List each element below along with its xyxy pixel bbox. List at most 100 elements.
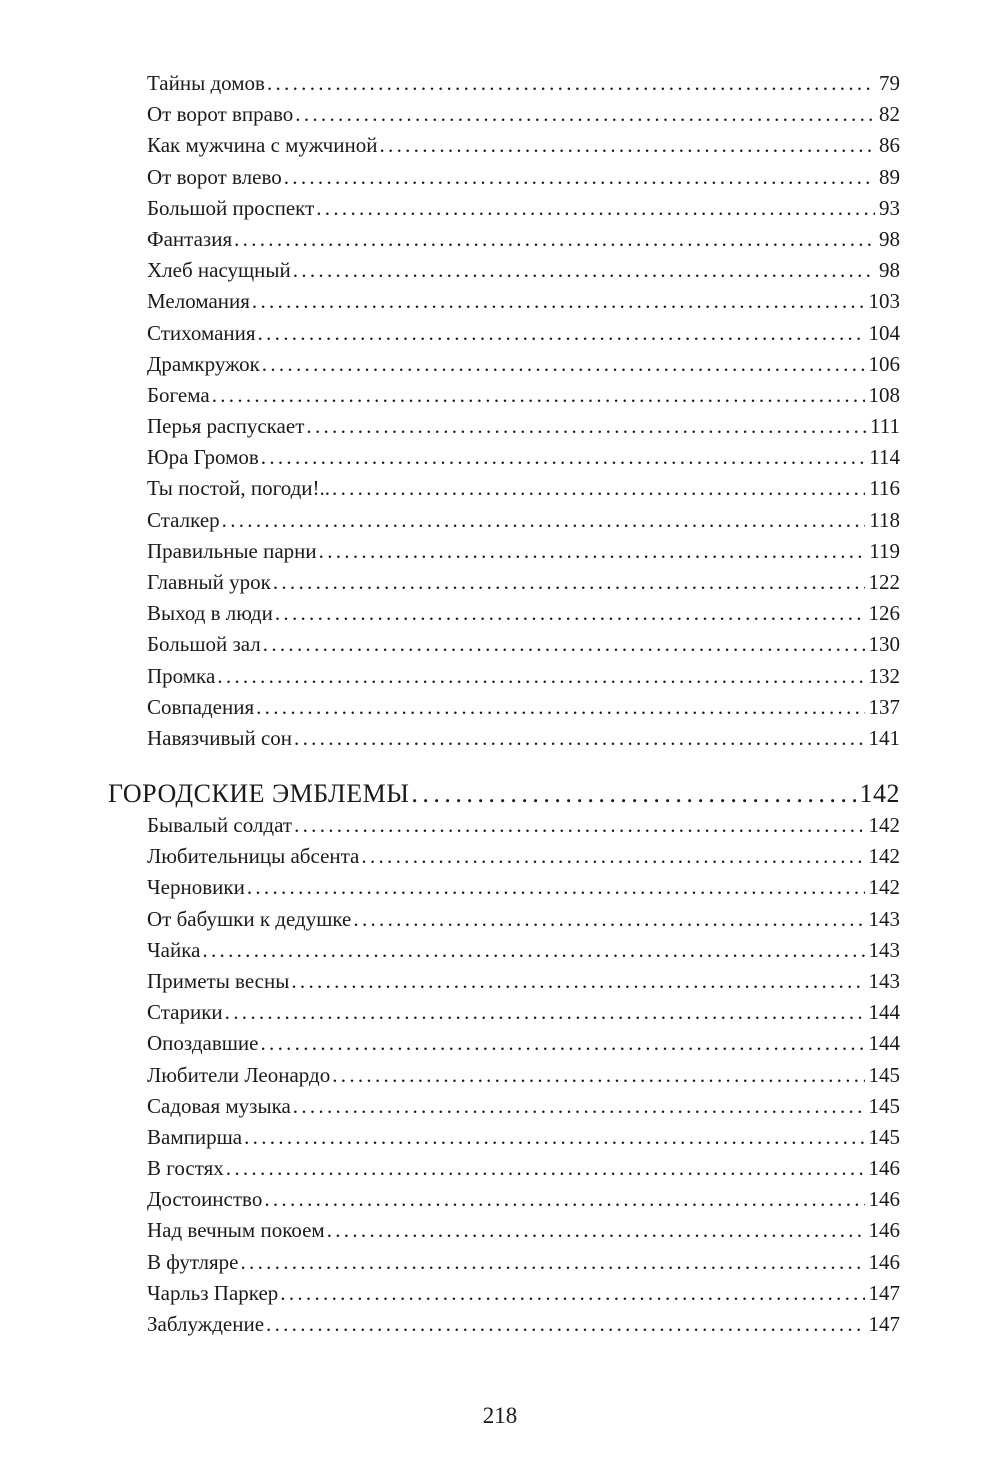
dot-leader (225, 997, 865, 1028)
toc-entry-title: Большой зал (147, 632, 261, 657)
toc-entry-page: 143 (868, 906, 901, 931)
toc-entry-title: Тайны домов (147, 71, 265, 95)
toc-entry-page: 146 (868, 1249, 901, 1274)
dot-leader (293, 1091, 865, 1122)
toc-entry-title: Главный урок (147, 570, 271, 594)
toc-entry-page: 106 (868, 351, 901, 376)
toc-entry-page: 145 (868, 1093, 901, 1118)
toc-entry: Правильные парни 119 (147, 536, 900, 567)
toc-entry-page: 118 (869, 507, 900, 532)
dot-leader (258, 318, 865, 349)
toc-entry-page: 89 (879, 164, 900, 189)
toc-entry: Стихомания 104 (147, 318, 900, 349)
toc-entry-page: 79 (879, 71, 900, 95)
dot-leader (327, 1215, 865, 1246)
toc-entry: Промка 132 (147, 661, 900, 692)
toc-entry-title: Юра Громов (147, 445, 259, 470)
toc-entry: Совпадения 137 (147, 692, 900, 723)
toc-entry-title: От бабушки к дедушке (147, 906, 352, 931)
toc-entry-page: 146 (868, 1187, 901, 1212)
toc-entry: От ворот вправо 82 (147, 99, 900, 130)
toc-entry: Тайны домов 79 (147, 68, 900, 99)
toc-entry: От бабушки к дедушке 143 (147, 904, 900, 935)
toc-entry: Богема 108 (147, 380, 900, 411)
toc-entry-title: Богема (147, 382, 210, 407)
toc-entry-page: 93 (879, 195, 900, 220)
dot-leader (264, 1184, 864, 1215)
toc-entry: Вампирша 145 (147, 1122, 900, 1153)
toc-list-section-1: Тайны домов 79 От ворот вправо 82 Как мужчин… (147, 68, 900, 754)
dot-leader (319, 536, 866, 567)
toc-entry-page: 126 (868, 601, 901, 626)
toc-entry-page: 145 (868, 1124, 901, 1149)
toc-entry-title: Сталкер (147, 507, 220, 532)
toc-entry-page: 143 (868, 968, 901, 993)
toc-section-heading: ГОРОДСКИЕ ЭМБЛЕМЫ 142 (108, 777, 900, 811)
dot-leader (267, 68, 875, 99)
toc-entry-title: Садовая музыка (147, 1093, 291, 1118)
toc-entry: В футляре 146 (147, 1247, 900, 1278)
toc-entry-page: 98 (879, 258, 900, 283)
toc-entry-page: 142 (868, 813, 901, 837)
toc-entry-page: 142 (868, 844, 901, 869)
toc-entry-title: Ты постой, погоди!.. (147, 476, 331, 501)
toc-entry-title: Драмкружок (147, 351, 260, 376)
dot-leader (222, 505, 866, 536)
dot-leader (247, 872, 865, 903)
toc-entry-title: Бывалый солдат (147, 813, 293, 837)
dot-leader (273, 567, 865, 598)
dot-leader (261, 442, 865, 473)
toc-entry-page: 98 (879, 226, 900, 251)
dot-leader (244, 1122, 864, 1153)
toc-entry-page: 146 (868, 1156, 901, 1181)
toc-entry-page: 108 (868, 382, 901, 407)
toc-entry-title: Хлеб насущный (147, 258, 291, 283)
toc-entry-title: Большой проспект (147, 195, 315, 220)
toc-entry-page: 82 (879, 102, 900, 127)
toc-entry: Чайка 143 (147, 935, 900, 966)
toc-entry: Садовая музыка 145 (147, 1091, 900, 1122)
dot-leader (284, 162, 875, 193)
toc-entry-page: 122 (868, 570, 901, 594)
toc-entry-page: 119 (869, 538, 900, 563)
toc-entry-title: От ворот влево (147, 164, 282, 189)
dot-leader (226, 1153, 865, 1184)
toc-entry: Юра Громов 114 (147, 442, 900, 473)
toc-entry-title: Промка (147, 663, 216, 688)
toc-entry: Драмкружок 106 (147, 349, 900, 380)
toc-entry: Выход в люди 126 (147, 598, 900, 629)
dot-leader (275, 598, 865, 629)
dot-leader (306, 411, 866, 442)
toc-entry-page: 103 (868, 289, 901, 314)
toc-entry: Сталкер 118 (147, 505, 900, 536)
dot-leader (240, 1247, 864, 1278)
toc-entry: Любители Леонардо 145 (147, 1060, 900, 1091)
dot-leader (262, 349, 865, 380)
toc-entry: Ты постой, погоди!.. 116 (147, 473, 900, 504)
toc-entry-page: 146 (868, 1218, 901, 1243)
toc-entry-title: Опоздавшие (147, 1031, 259, 1056)
dot-leader (411, 777, 855, 811)
toc-entry-title: Приметы весны (147, 968, 290, 993)
toc-entry-title: Совпадения (147, 694, 255, 719)
toc-entry-page: 104 (868, 320, 901, 345)
toc-entry-page: 116 (869, 476, 900, 501)
toc-entry-title: Старики (147, 1000, 223, 1025)
toc-entry-page: 114 (869, 445, 900, 470)
toc-entry: Достоинство 146 (147, 1184, 900, 1215)
dot-leader (332, 473, 865, 504)
toc-entry-page: 144 (868, 1000, 901, 1025)
toc-entry-page: 147 (868, 1280, 901, 1305)
toc-entry-page: 130 (868, 632, 901, 657)
toc-entry-title: Любители Леонардо (147, 1062, 331, 1087)
toc-entry: Меломания 103 (147, 286, 900, 317)
toc-entry: Главный урок 122 (147, 567, 900, 598)
dot-leader (260, 1028, 864, 1059)
toc-entry: Черновики 142 (147, 872, 900, 903)
toc-entry: Навязчивый сон 141 (147, 723, 900, 754)
toc-entry: Опоздавшие 144 (147, 1028, 900, 1059)
toc-entry-page: 142 (868, 875, 901, 900)
toc-entry-page: 143 (868, 937, 901, 962)
toc-entry-title: Фантазия (147, 226, 233, 251)
dot-leader (252, 286, 865, 317)
